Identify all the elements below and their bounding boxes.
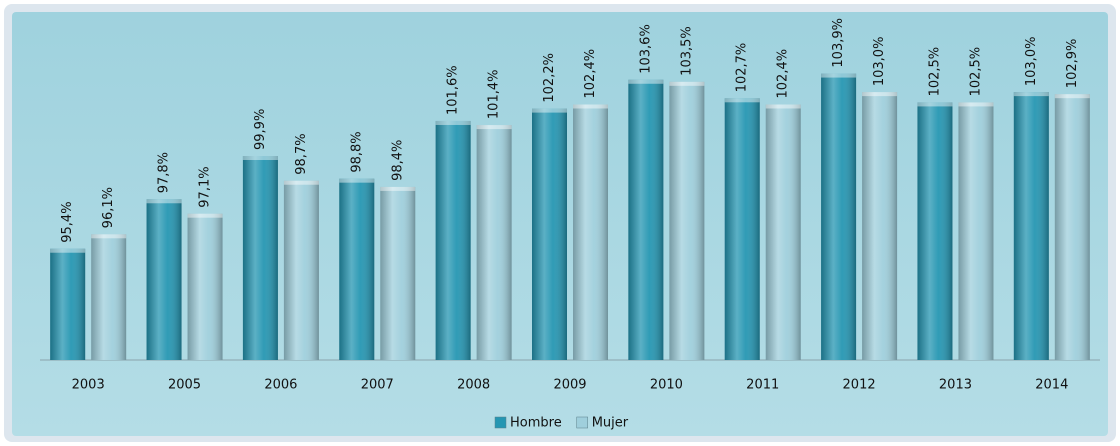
x-tick-label: 2008 xyxy=(457,378,490,393)
bar-cap xyxy=(958,102,994,107)
bar-shade xyxy=(821,73,857,361)
x-tick-label: 2006 xyxy=(264,378,297,393)
bar-cap xyxy=(242,156,278,160)
data-label: 102,9% xyxy=(1065,39,1080,89)
data-label: 99,9% xyxy=(253,109,268,150)
bar-shade xyxy=(91,234,127,360)
data-label: 103,6% xyxy=(638,24,653,74)
data-label: 103,9% xyxy=(831,18,846,68)
bar-cap xyxy=(573,104,608,109)
data-label: 102,7% xyxy=(735,43,750,93)
bar-shade xyxy=(532,108,567,360)
bar-cap xyxy=(765,104,801,109)
bar-shade xyxy=(765,104,801,360)
bar-shade xyxy=(958,102,994,360)
data-label: 102,4% xyxy=(583,49,598,99)
bar-cap xyxy=(821,73,857,78)
bar-shade xyxy=(435,120,471,360)
bar-shade xyxy=(917,102,953,360)
bar-shade xyxy=(1013,92,1049,360)
bar-shade xyxy=(862,92,898,360)
bar-cap xyxy=(724,98,760,103)
legend-swatch xyxy=(576,416,588,429)
bar-shade xyxy=(476,125,512,360)
legend-label: Mujer xyxy=(592,416,629,431)
data-label: 98,7% xyxy=(294,133,309,174)
bar-shade xyxy=(187,213,223,360)
data-label: 98,4% xyxy=(390,140,405,181)
data-label: 97,1% xyxy=(198,166,213,207)
x-tick-label: 2010 xyxy=(650,378,683,393)
bar-cap xyxy=(146,199,182,204)
data-label: 103,0% xyxy=(872,37,887,87)
data-label: 101,4% xyxy=(487,70,502,120)
bar-cap xyxy=(339,178,375,183)
bar-cap xyxy=(1054,94,1090,99)
bar-shade xyxy=(339,178,375,360)
x-tick-label: 2012 xyxy=(843,378,876,393)
bar-shade xyxy=(669,81,705,361)
bar-cap xyxy=(669,81,705,86)
bar-shade xyxy=(1054,94,1090,360)
x-tick-label: 2003 xyxy=(72,378,105,393)
bar-shade xyxy=(242,156,278,360)
data-label: 102,5% xyxy=(927,47,942,97)
bar-cap xyxy=(283,180,319,185)
x-tick-label: 2005 xyxy=(168,378,201,393)
bar-shade xyxy=(50,248,86,360)
bar-shade xyxy=(146,199,182,360)
bar-cap xyxy=(476,125,512,130)
bar-cap xyxy=(187,213,223,218)
bar-shade xyxy=(573,104,608,360)
bar-shade xyxy=(283,180,319,360)
data-label: 102,2% xyxy=(542,53,557,103)
data-label: 101,6% xyxy=(446,65,461,115)
bar-cap xyxy=(50,248,86,253)
data-label: 103,5% xyxy=(679,26,694,76)
x-tick-label: 2011 xyxy=(746,378,779,393)
x-tick-label: 2009 xyxy=(553,378,586,393)
data-label: 97,8% xyxy=(157,152,172,193)
bar-cap xyxy=(532,108,567,113)
bar-cap xyxy=(1013,92,1049,97)
x-tick-label: 2014 xyxy=(1035,378,1068,393)
data-label: 98,8% xyxy=(349,131,364,172)
data-label: 96,1% xyxy=(101,187,116,228)
data-label: 95,4% xyxy=(60,201,75,242)
bar-cap xyxy=(91,234,127,239)
x-tick-label: 2007 xyxy=(361,378,394,393)
data-label: 103,0% xyxy=(1024,37,1039,87)
bar-cap xyxy=(628,79,664,84)
bar-shade xyxy=(724,98,760,360)
legend-label: Hombre xyxy=(510,416,562,431)
bar-cap xyxy=(862,92,898,97)
data-label: 102,4% xyxy=(776,49,791,99)
bar-cap xyxy=(917,102,953,107)
data-label: 102,5% xyxy=(968,47,983,97)
bar-cap xyxy=(435,120,471,125)
legend-swatch xyxy=(494,416,507,429)
bar-shade xyxy=(628,79,664,361)
bar-shade xyxy=(380,186,416,360)
bar-cap xyxy=(380,186,416,191)
x-tick-label: 2013 xyxy=(939,378,972,393)
